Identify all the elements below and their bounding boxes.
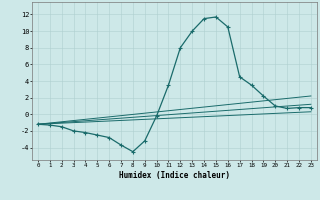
X-axis label: Humidex (Indice chaleur): Humidex (Indice chaleur) bbox=[119, 171, 230, 180]
